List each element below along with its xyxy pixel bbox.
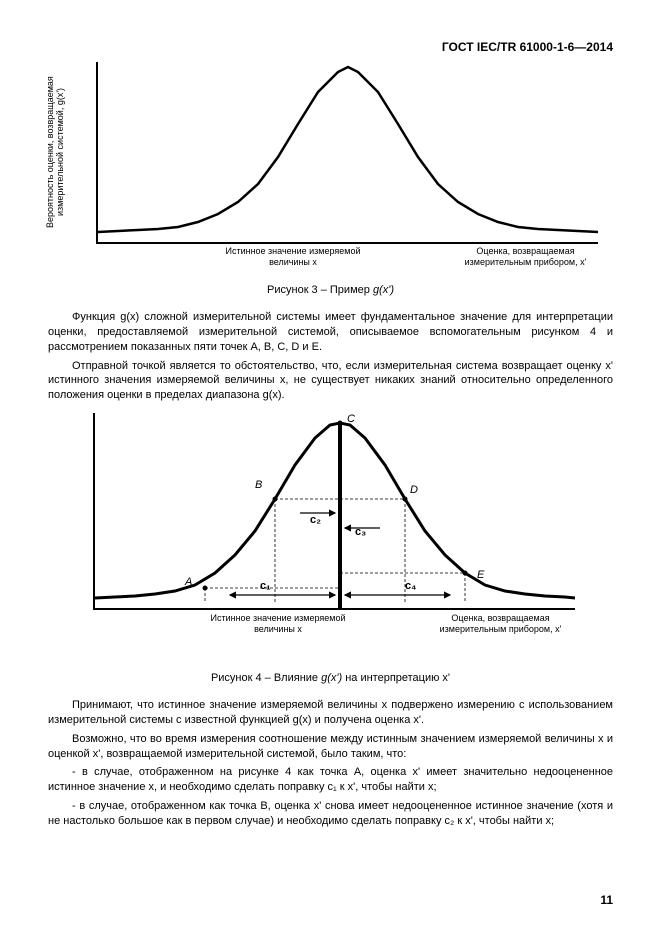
fig4-xlabel-right: Оценка, возвращаемаяизмерительным прибор… (413, 613, 588, 635)
figure-3: Вероятность оценки, возвращаемаяизмерите… (48, 62, 613, 272)
svg-text:c₁: c₁ (260, 580, 271, 592)
doc-header: ГОСТ IEC/TR 61000-1-6—2014 (48, 40, 613, 54)
paragraph-1: Функция g(x) сложной измерительной систе… (48, 310, 613, 355)
svg-text:A: A (184, 576, 192, 588)
fig3-xlabel-right: Оценка, возвращаемаяизмерительным прибор… (438, 246, 613, 268)
fig4-svg: A B C D E c₁ c₂ c₃ c₄ (95, 413, 575, 608)
fig3-caption: Рисунок 3 – Пример g(x') (48, 284, 613, 296)
fig3-plot (96, 62, 598, 244)
svg-text:C: C (347, 413, 355, 425)
fig4-xlabel-left: Истинное значение измеряемойвеличины x (183, 613, 373, 635)
fig4-plot: A B C D E c₁ c₂ c₃ c₄ (93, 413, 575, 610)
fig4-guides (205, 499, 465, 603)
page-number: 11 (600, 893, 613, 907)
svg-text:c₂: c₂ (310, 514, 321, 526)
fig3-y-label: Вероятность оценки, возвращаемаяизмерите… (46, 62, 66, 242)
svg-text:c₃: c₃ (355, 526, 366, 538)
bullet-2: - в случае, отображенном как точка B, оц… (48, 799, 613, 829)
svg-text:E: E (477, 569, 485, 581)
paragraph-3: Принимают, что истинное значение измеряе… (48, 698, 613, 728)
svg-text:c₄: c₄ (405, 580, 416, 592)
fig3-xlabel-left: Истинное значение измеряемойвеличины x (198, 246, 388, 268)
bullet-1: - в случае, отображенном на рисунке 4 ка… (48, 765, 613, 795)
fig4-points (203, 421, 468, 591)
fig3-curve (98, 67, 598, 232)
svg-text:D: D (410, 484, 418, 496)
paragraph-2: Отправной точкой является то обстоятельс… (48, 359, 613, 404)
fig4-caption: Рисунок 4 – Влияние g(x') на интерпретац… (48, 672, 613, 684)
paragraph-4: Возможно, что во время измерения соотнош… (48, 732, 613, 762)
figure-4: A B C D E c₁ c₂ c₃ c₄ Истинное значение … (73, 413, 588, 638)
fig4-curve (95, 423, 575, 598)
svg-text:B: B (255, 479, 262, 491)
